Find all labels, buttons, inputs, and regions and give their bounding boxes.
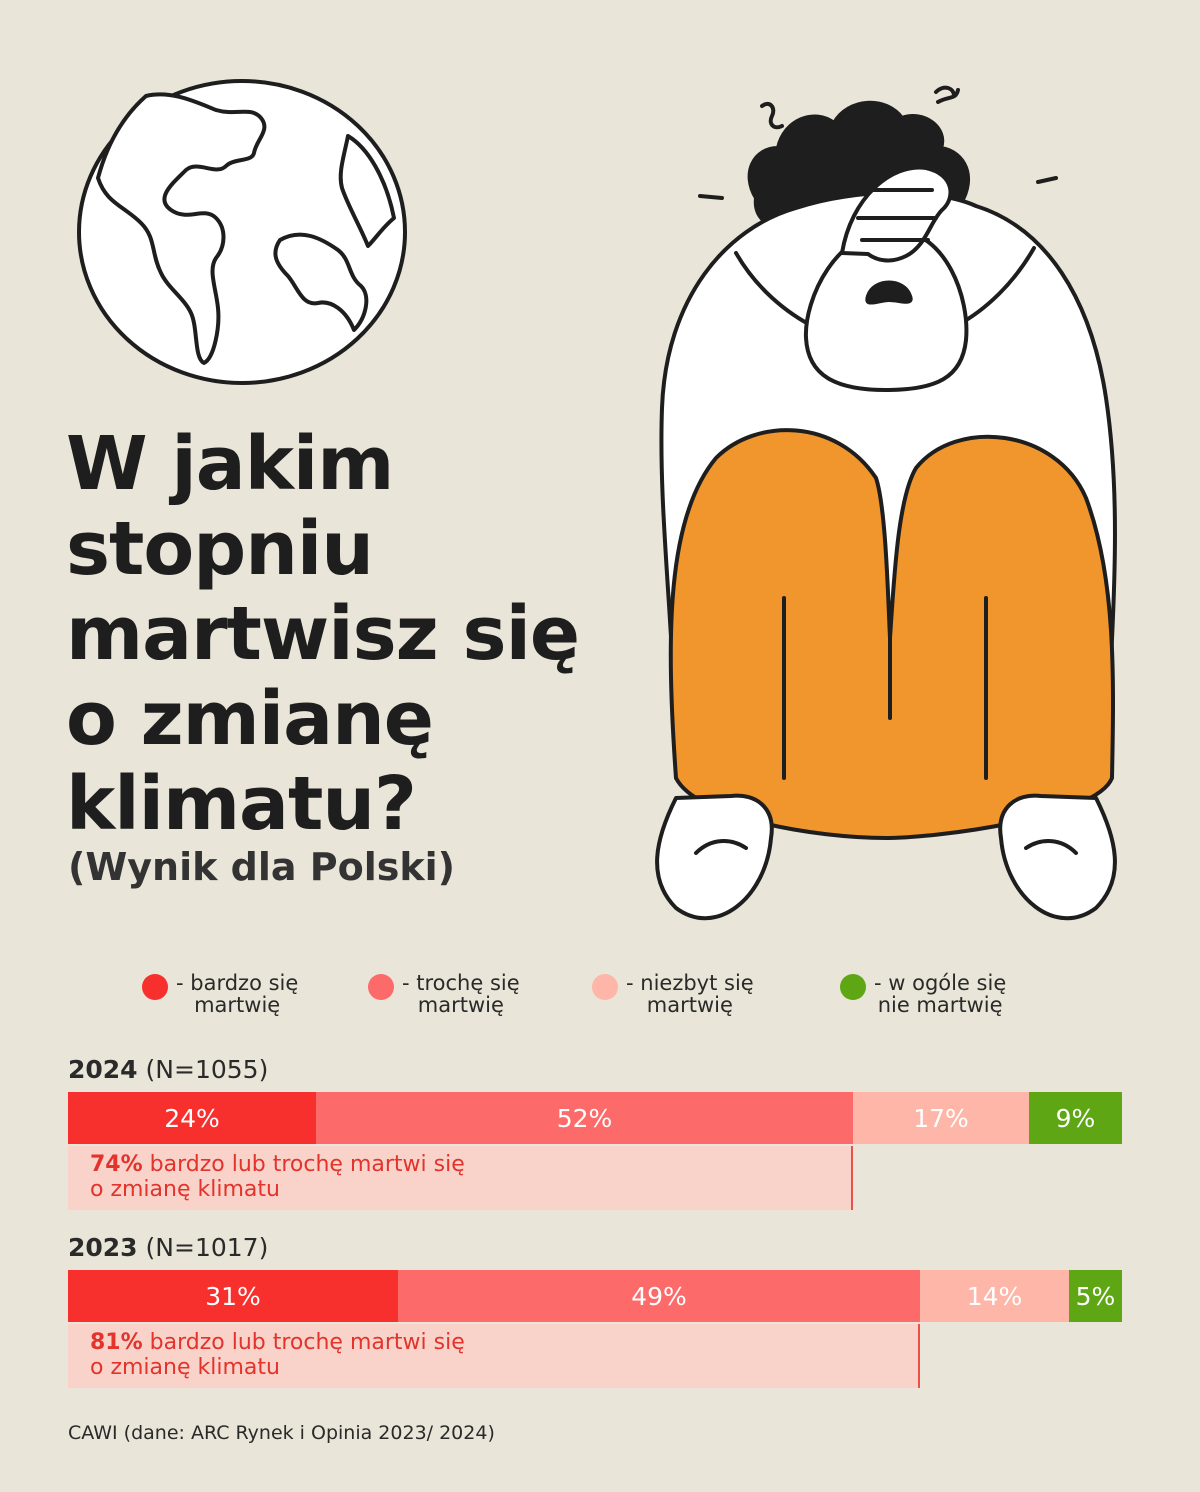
legend-dot-icon	[142, 974, 168, 1000]
legend-label: - trochę się martwię	[402, 971, 520, 1017]
bar-segment-wcale: 5%	[1069, 1270, 1122, 1322]
worried-person-illustration	[655, 85, 1117, 921]
bar-value-label: 5%	[1075, 1281, 1116, 1311]
legend-item-troche: - trochę się martwię	[368, 972, 520, 1016]
summary-box-2024: 74% bardzo lub trochę martwi się o zmian…	[68, 1146, 853, 1210]
bar-value-label: 24%	[164, 1103, 220, 1133]
bar-segment-wcale: 9%	[1029, 1092, 1122, 1144]
bar-value-label: 52%	[556, 1103, 613, 1133]
bar-segment-troche: 49%	[398, 1270, 920, 1322]
page-subtitle: (Wynik dla Polski)	[68, 845, 455, 889]
bar-value-label: 49%	[631, 1281, 687, 1311]
legend-item-bardzo: - bardzo się martwię	[142, 972, 298, 1016]
sample-size: (N=1017)	[145, 1233, 269, 1262]
year: 2024	[68, 1055, 138, 1084]
legend-label: - bardzo się martwię	[176, 971, 299, 1017]
bar-value-label: 17%	[913, 1103, 969, 1133]
summary-description: bardzo lub trochę martwi się o zmianę kl…	[90, 1330, 465, 1380]
summary-text: 74% bardzo lub trochę martwi się o zmian…	[90, 1152, 465, 1202]
legend-item-niezbyt: - niezbyt się martwię	[592, 972, 754, 1016]
year-label-2023: 2023 (N=1017)	[68, 1233, 268, 1262]
sample-size: (N=1055)	[145, 1055, 269, 1084]
bar-segment-niezbyt: 17%	[853, 1092, 1029, 1144]
summary-value: 81%	[90, 1330, 143, 1355]
source-note: CAWI (dane: ARC Rynek i Opinia 2023/ 202…	[68, 1422, 495, 1444]
summary-description: bardzo lub trochę martwi się o zmianę kl…	[90, 1152, 465, 1202]
legend-label: - w ogóle się nie martwię	[874, 971, 1007, 1017]
bar-value-label: 31%	[205, 1281, 261, 1311]
legend-dot-icon	[592, 974, 618, 1000]
legend: - bardzo się martwię - trochę się martwi…	[0, 972, 1200, 1032]
stacked-bar-2023: 31% 49% 14% 5%	[68, 1270, 1122, 1322]
year: 2023	[68, 1233, 138, 1262]
year-label-2024: 2024 (N=1055)	[68, 1055, 268, 1084]
summary-value: 74%	[90, 1152, 143, 1177]
bar-segment-niezbyt: 14%	[920, 1270, 1069, 1322]
legend-dot-icon	[368, 974, 394, 1000]
bar-segment-troche: 52%	[316, 1092, 853, 1144]
stacked-bar-2024: 24% 52% 17% 9%	[68, 1092, 1122, 1144]
summary-text: 81% bardzo lub trochę martwi się o zmian…	[90, 1330, 465, 1380]
summary-divider	[918, 1324, 920, 1388]
bar-value-label: 9%	[1055, 1103, 1096, 1133]
summary-divider	[851, 1146, 853, 1210]
page-title: W jakim stopniu martwisz się o zmianę kl…	[66, 421, 580, 847]
legend-label: - niezbyt się martwię	[626, 971, 754, 1017]
bar-segment-bardzo: 31%	[68, 1270, 398, 1322]
bar-segment-bardzo: 24%	[68, 1092, 316, 1144]
summary-box-2023: 81% bardzo lub trochę martwi się o zmian…	[68, 1324, 920, 1388]
legend-dot-icon	[840, 974, 866, 1000]
legend-item-wcale: - w ogóle się nie martwię	[840, 972, 1006, 1016]
globe-icon	[77, 79, 407, 385]
bar-value-label: 14%	[966, 1281, 1023, 1311]
